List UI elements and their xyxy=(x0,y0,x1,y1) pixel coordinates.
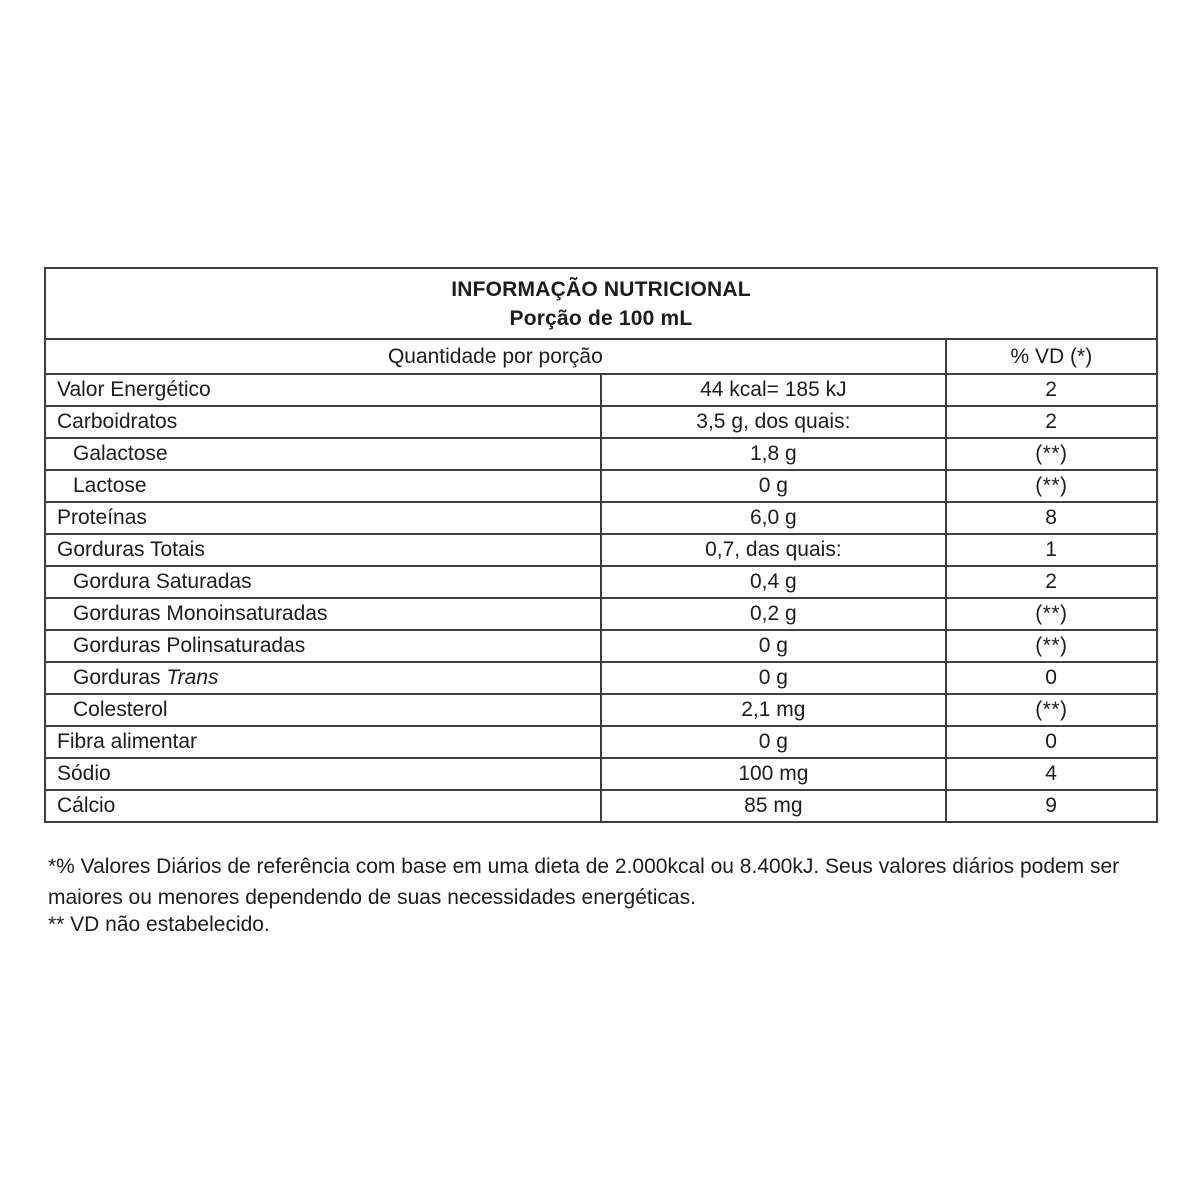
footnote-daily-values: *% Valores Diários de referência com bas… xyxy=(48,855,1120,909)
table-title-row: INFORMAÇÃO NUTRICIONAL Porção de 100 mL xyxy=(44,267,1158,340)
nutrient-label: Gorduras Monoinsaturadas xyxy=(44,597,602,631)
nutrient-label: Fibra alimentar xyxy=(44,725,602,759)
nutrient-daily-value-percent: (**) xyxy=(944,469,1159,503)
table-row: Cálcio 85 mg 9 xyxy=(44,789,1159,823)
nutrient-daily-value-percent: 2 xyxy=(944,405,1159,439)
nutrient-amount: 0 g xyxy=(600,629,947,663)
nutrient-amount: 6,0 g xyxy=(600,501,947,535)
nutrient-label-italic: Trans xyxy=(166,666,219,689)
nutrient-label: Carboidratos xyxy=(44,405,602,439)
nutrient-label: Colesterol xyxy=(44,693,602,727)
nutrient-amount: 100 mg xyxy=(600,757,947,791)
nutrient-label: Cálcio xyxy=(44,789,602,823)
column-header-quantity: Quantidade por porção xyxy=(44,338,947,375)
nutrient-amount: 3,5 g, dos quais: xyxy=(600,405,947,439)
column-header-row: Quantidade por porção % VD (*) xyxy=(44,338,1159,375)
nutrient-amount: 2,1 mg xyxy=(600,693,947,727)
nutrient-daily-value-percent: (**) xyxy=(944,629,1159,663)
nutrient-daily-value-percent: (**) xyxy=(944,437,1159,471)
table-title: INFORMAÇÃO NUTRICIONAL xyxy=(451,277,751,301)
table-row: Colesterol 2,1 mg (**) xyxy=(44,693,1159,727)
nutrient-amount: 0,2 g xyxy=(600,597,947,631)
nutrient-label: Galactose xyxy=(44,437,602,471)
nutrient-label: Gorduras Trans xyxy=(44,661,602,695)
nutrient-daily-value-percent: (**) xyxy=(944,693,1159,727)
footnote-vd-not-established: ** VD não estabelecido. xyxy=(48,913,270,936)
nutrient-daily-value-percent: 8 xyxy=(944,501,1159,535)
nutrient-daily-value-percent: 2 xyxy=(944,565,1159,599)
table-body: Valor Energético 44 kcal= 185 kJ 2 Carboidr… xyxy=(44,373,1159,823)
nutrient-daily-value-percent: 0 xyxy=(944,661,1159,695)
table-title-cell: INFORMAÇÃO NUTRICIONAL Porção de 100 mL xyxy=(44,267,1158,340)
nutrient-amount: 0 g xyxy=(600,725,947,759)
nutrient-daily-value-percent: 4 xyxy=(944,757,1159,791)
table-row: Gorduras Monoinsaturadas 0,2 g (**) xyxy=(44,597,1159,631)
nutrient-amount: 1,8 g xyxy=(600,437,947,471)
nutrient-label: Valor Energético xyxy=(44,373,602,407)
nutrient-daily-value-percent: 2 xyxy=(944,373,1159,407)
nutrient-amount: 0 g xyxy=(600,661,947,695)
nutrient-amount: 44 kcal= 185 kJ xyxy=(600,373,947,407)
nutrient-daily-value-percent: 1 xyxy=(944,533,1159,567)
nutrient-label: Lactose xyxy=(44,469,602,503)
table-row: Galactose 1,8 g (**) xyxy=(44,437,1159,471)
table-row: Lactose 0 g (**) xyxy=(44,469,1159,503)
nutrient-label: Proteínas xyxy=(44,501,602,535)
nutrient-amount: 85 mg xyxy=(600,789,947,823)
nutrient-label: Gorduras Polinsaturadas xyxy=(44,629,602,663)
nutrition-table: INFORMAÇÃO NUTRICIONAL Porção de 100 mL … xyxy=(44,267,1159,823)
nutrient-amount: 0,4 g xyxy=(600,565,947,599)
nutrient-label: Gorduras Totais xyxy=(44,533,602,567)
table-subtitle: Porção de 100 mL xyxy=(509,306,693,330)
nutrient-amount: 0 g xyxy=(600,469,947,503)
nutrient-daily-value-percent: (**) xyxy=(944,597,1159,631)
table-row: Gorduras Polinsaturadas 0 g (**) xyxy=(44,629,1159,663)
nutrient-amount: 0,7, das quais: xyxy=(600,533,947,567)
nutrient-daily-value-percent: 9 xyxy=(944,789,1159,823)
table-row: Gorduras Totais 0,7, das quais: 1 xyxy=(44,533,1159,567)
column-header-vd: % VD (*) xyxy=(944,338,1159,375)
table-row: Carboidratos 3,5 g, dos quais: 2 xyxy=(44,405,1159,439)
nutrient-label: Gordura Saturadas xyxy=(44,565,602,599)
table-row: Sódio 100 mg 4 xyxy=(44,757,1159,791)
nutrient-label: Sódio xyxy=(44,757,602,791)
nutrient-daily-value-percent: 0 xyxy=(944,725,1159,759)
table-row: Valor Energético 44 kcal= 185 kJ 2 xyxy=(44,373,1159,407)
